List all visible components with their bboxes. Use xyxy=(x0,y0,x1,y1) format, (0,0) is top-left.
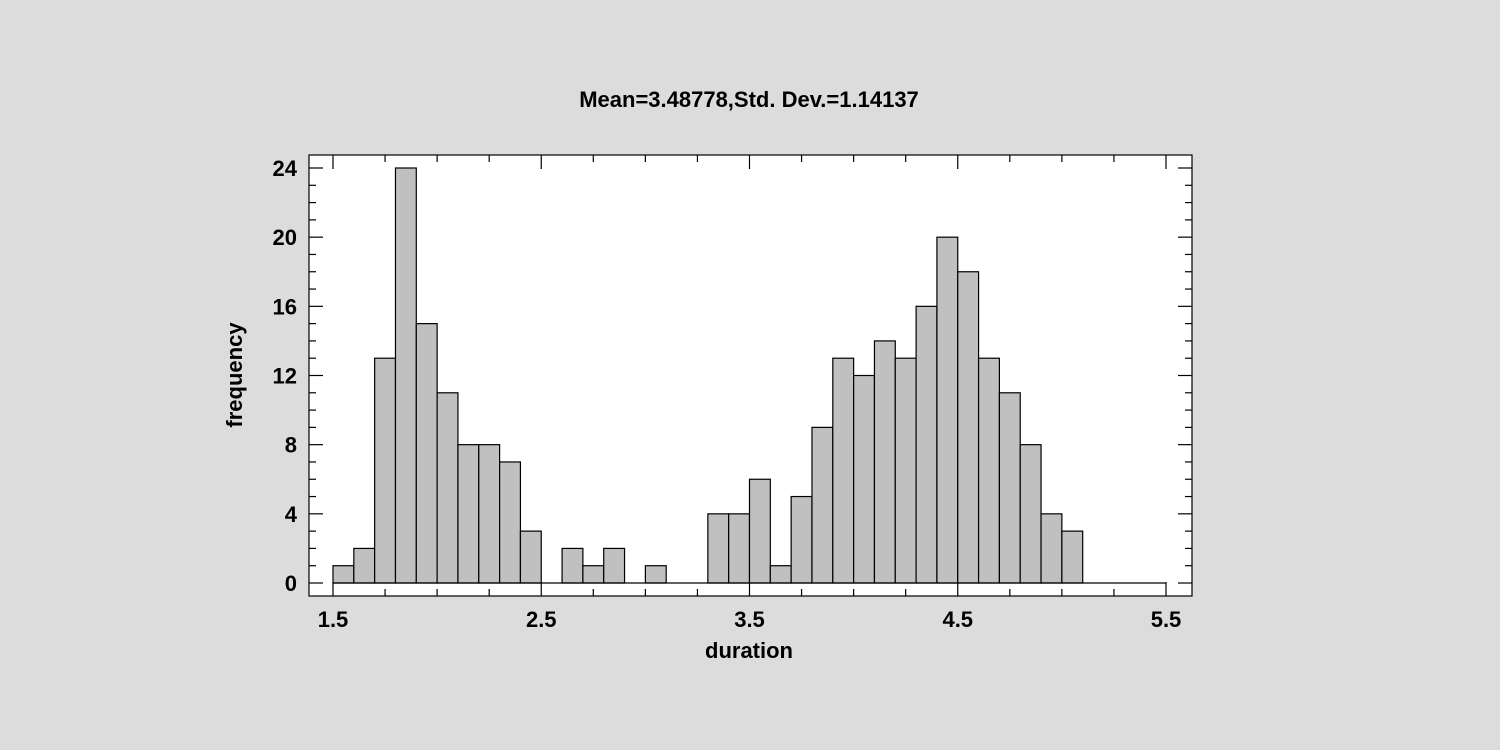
histogram-bar xyxy=(957,271,980,584)
histogram-bar xyxy=(457,444,480,584)
histogram-bar xyxy=(936,236,959,584)
histogram-bar xyxy=(977,357,1001,584)
histogram-bar xyxy=(644,565,667,584)
histogram-bar xyxy=(748,478,771,584)
y-tick-label: 0 xyxy=(285,571,297,596)
histogram-bar xyxy=(707,513,730,584)
x-tick-label: 5.5 xyxy=(1151,607,1182,632)
histogram-bar xyxy=(894,357,917,584)
histogram-bar xyxy=(499,461,522,584)
histogram-bar xyxy=(873,340,896,584)
histogram-bar xyxy=(519,530,542,584)
y-tick-label: 24 xyxy=(273,156,298,181)
histogram-bar xyxy=(832,357,855,584)
y-tick-label: 4 xyxy=(285,502,298,527)
x-axis-label: duration xyxy=(705,638,793,663)
histogram-bar xyxy=(1040,513,1063,584)
histogram-bar xyxy=(478,444,501,584)
y-tick-label: 16 xyxy=(273,294,297,319)
histogram-bar xyxy=(769,565,792,584)
histogram-bar xyxy=(811,426,834,584)
y-axis-label: frequency xyxy=(222,322,247,428)
histogram-bar xyxy=(728,513,751,584)
bars-group xyxy=(332,167,1084,584)
histogram-bar xyxy=(915,305,938,584)
histogram-bar xyxy=(561,547,584,584)
histogram-bar xyxy=(1061,530,1084,584)
histogram-bar xyxy=(353,547,376,584)
histogram-bar xyxy=(853,374,876,584)
x-tick-label: 3.5 xyxy=(734,607,765,632)
chart-title: Mean=3.48778,Std. Dev.=1.14137 xyxy=(579,87,919,112)
histogram-bar xyxy=(374,357,397,584)
y-tick-label: 12 xyxy=(273,364,297,389)
y-tick-label: 20 xyxy=(273,225,297,250)
histogram-bar xyxy=(415,323,438,584)
histogram-bar xyxy=(998,392,1021,584)
histogram-bar xyxy=(1019,444,1042,584)
histogram-bar xyxy=(436,392,459,584)
x-tick-label: 1.5 xyxy=(318,607,349,632)
histogram-bar xyxy=(790,495,813,584)
x-tick-label: 2.5 xyxy=(526,607,557,632)
histogram-bar xyxy=(394,167,417,584)
y-tick-label: 8 xyxy=(285,433,297,458)
axes-group: 0 4 8 12 16 20 24 1.5 2.5 3.5 4.5 5.5 xyxy=(273,155,1192,632)
x-tick-label: 4.5 xyxy=(942,607,973,632)
histogram-bar xyxy=(603,547,626,584)
histogram-bar xyxy=(332,565,355,584)
histogram-bar xyxy=(582,565,605,584)
